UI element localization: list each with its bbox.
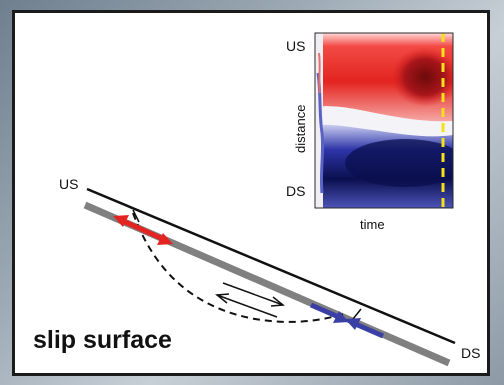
figure-panel: US DS distance time: [12, 10, 490, 376]
shear-sense-arrows: [215, 282, 285, 318]
inset-y-axis-label: distance: [293, 105, 308, 153]
blue-converging-arrows: [310, 302, 384, 339]
inset-ds-label: DS: [286, 183, 305, 199]
inset-us-label: US: [286, 38, 305, 54]
diagram-canvas: US DS distance time: [33, 32, 480, 367]
diagram-us-label: US: [59, 176, 78, 192]
ground-surface-line: [86, 187, 456, 345]
slip-surface-caption: slip surface: [33, 326, 172, 354]
inset-x-axis-label: time: [360, 217, 385, 232]
lower-tick: [352, 308, 362, 320]
upper-tick: [132, 209, 140, 223]
red-double-arrow: [113, 215, 173, 245]
inset-frame: [314, 32, 454, 209]
diagram-ds-label: DS: [461, 345, 480, 361]
inset-heatmap: [305, 33, 453, 208]
dashed-connection-arc: [132, 212, 348, 323]
